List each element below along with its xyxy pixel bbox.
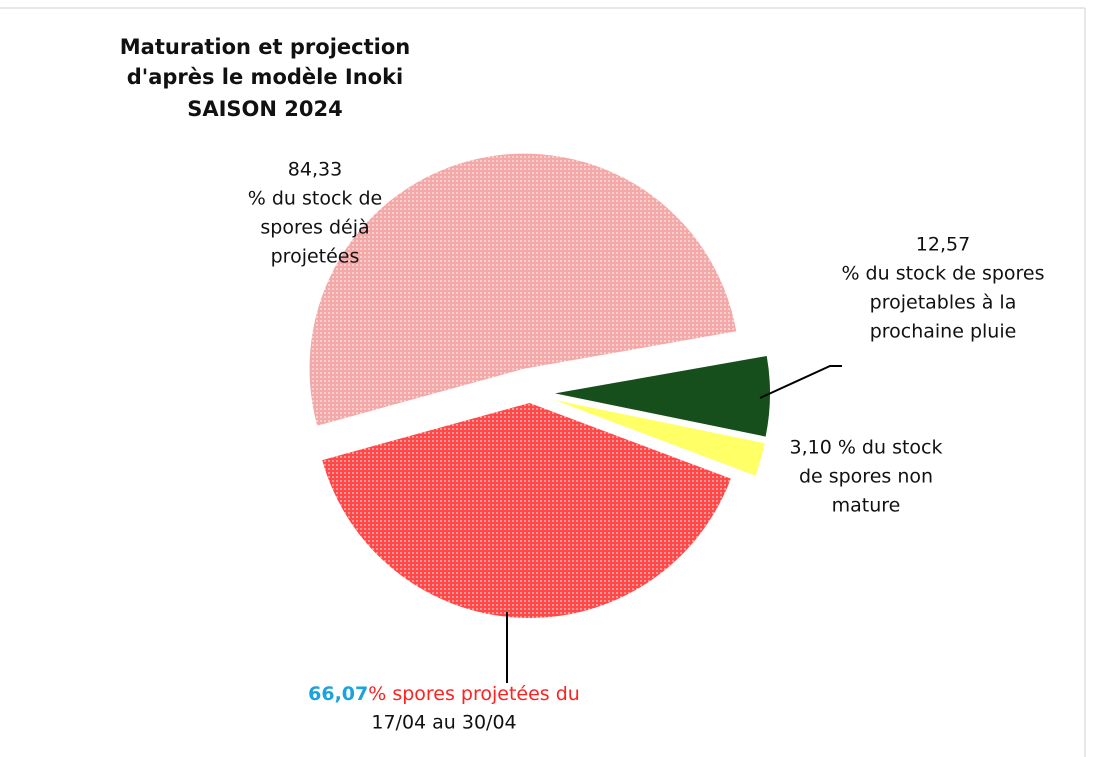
leader-line [759,365,842,399]
data-label: 84,33 [288,159,342,181]
slice-pattern [322,402,731,618]
data-label: de spores non [799,466,933,488]
data-label: % du stock de spores [841,263,1044,285]
data-label: prochaine pluie [870,321,1017,343]
data-label: 17/04 au 30/04 [371,712,516,734]
data-label: projetées [271,246,360,268]
data-label-text: % spores projetées du [368,683,580,705]
data-label: 12,57 [916,234,970,256]
data-label: spores déjà [260,217,369,239]
pie-slice [554,399,765,476]
chart-title: d'après le modèle Inoki [127,65,404,89]
highlight-number: 66,07 [308,683,368,705]
data-label: mature [832,495,901,517]
data-label: 3,10 % du stock [789,437,942,459]
slice-pattern [309,153,737,426]
pie-slice [554,356,770,437]
data-label: % du stock de [248,188,382,210]
chart-title: SAISON 2024 [187,97,343,121]
data-label: projetables à la [870,292,1017,314]
chart-title: Maturation et projection [120,35,410,59]
data-label: 66,07% spores projetées du [308,683,580,705]
